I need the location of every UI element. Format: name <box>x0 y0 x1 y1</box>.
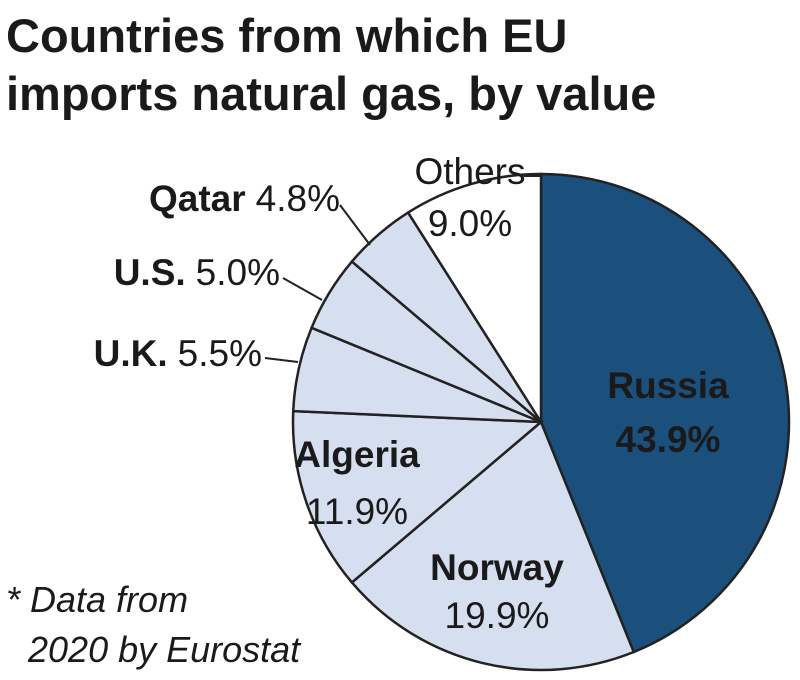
slice-value-label: 5.0% <box>196 252 280 293</box>
slice-value-label: 9.0% <box>428 203 512 244</box>
slice-label: Russia <box>607 365 729 406</box>
slice-label-group: U.K. 5.5% <box>94 333 262 374</box>
pie-slice <box>406 172 543 427</box>
slice-value-label: 19.9% <box>445 595 550 636</box>
slice-label-group: U.S. 5.0% <box>114 252 280 293</box>
slice-value-label: 43.9% <box>616 419 721 460</box>
slice-label: U.K. <box>94 333 168 374</box>
leader-line <box>282 277 323 301</box>
pie-slice <box>291 409 545 585</box>
slice-label: U.S. <box>114 252 186 293</box>
slice-value-label: 11.9% <box>306 491 408 532</box>
slice-value-label: 4.8% <box>256 178 340 219</box>
slice-label-group: Qatar 4.8% <box>149 178 340 219</box>
footnote: 2020 by Eurostat <box>27 629 302 670</box>
footnote: * Data from <box>6 579 188 620</box>
pie-slice <box>350 419 636 672</box>
pie-slice <box>539 172 791 654</box>
slice-label: Others <box>414 151 525 192</box>
slice-label: Qatar <box>149 178 246 219</box>
slice-label: Norway <box>430 547 564 588</box>
pie <box>291 172 791 672</box>
chart-title: Countries from which EU <box>6 9 567 62</box>
chart-title: imports natural gas, by value <box>6 67 656 120</box>
slice-label: Algeria <box>294 434 420 475</box>
slice-value-label: 5.5% <box>178 333 262 374</box>
leader-line <box>339 204 371 246</box>
leader-line <box>264 357 299 363</box>
